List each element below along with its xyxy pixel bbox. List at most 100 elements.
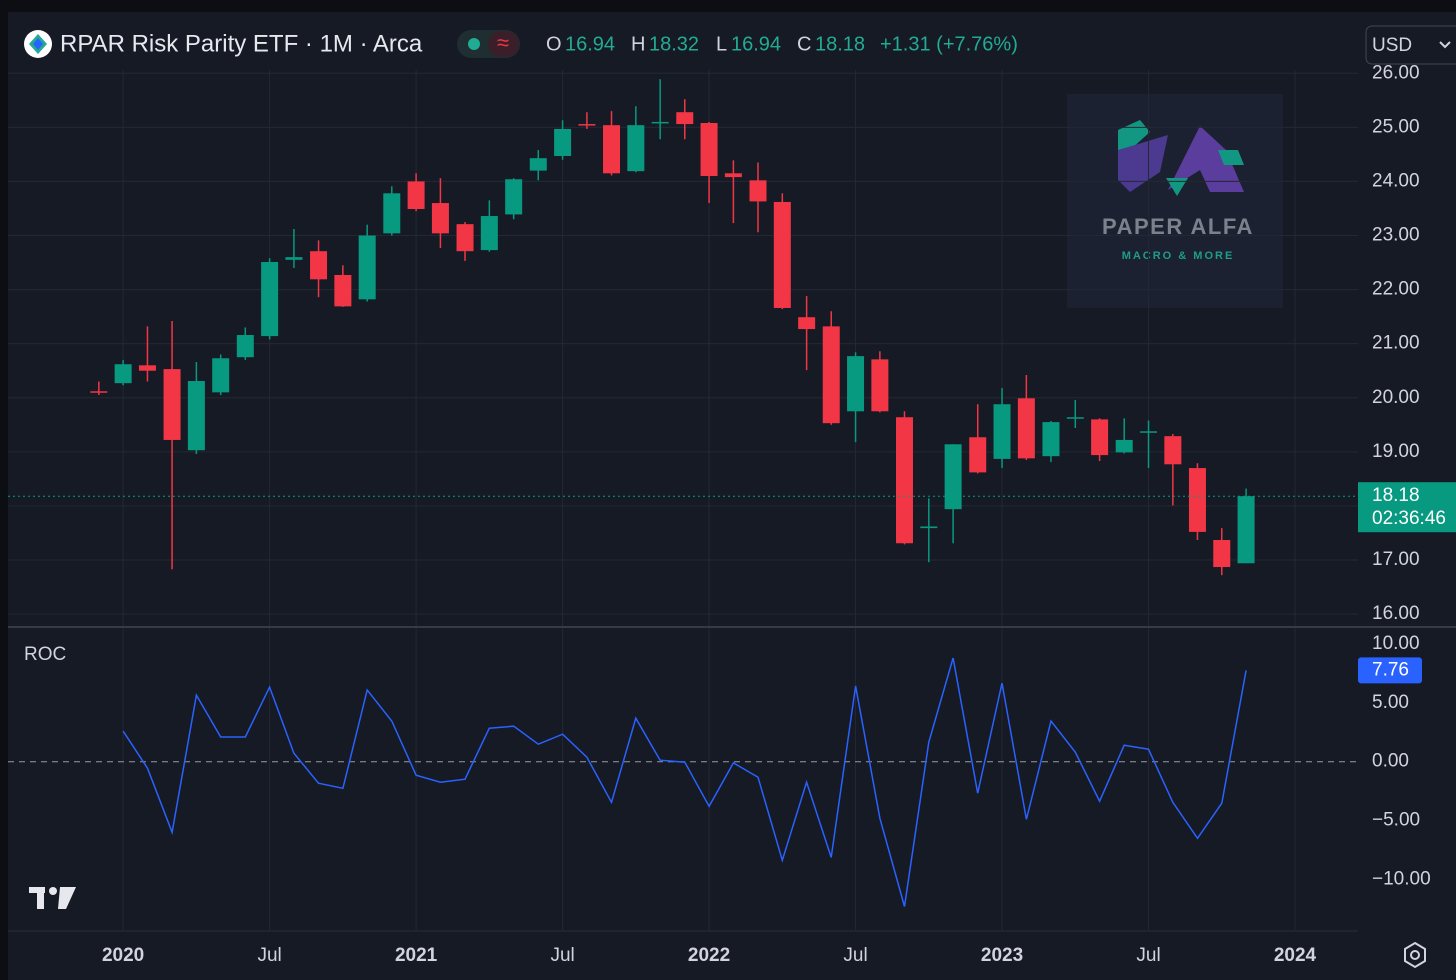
left-border bbox=[0, 0, 8, 980]
candle-body bbox=[1115, 439, 1133, 453]
top-border bbox=[0, 0, 1456, 12]
ohlc-value: 18.32 bbox=[649, 33, 699, 55]
countdown-label: 02:36:46 bbox=[1372, 508, 1446, 529]
candle-body bbox=[1066, 417, 1084, 419]
candle-body bbox=[1213, 540, 1231, 568]
watermark: PAPER ALFA MACRO & MORE bbox=[1067, 94, 1283, 308]
y-tick-label: 10.00 bbox=[1372, 633, 1420, 654]
candle-body bbox=[822, 326, 840, 424]
x-tick-label: Jul bbox=[550, 945, 574, 966]
ohlc-label: C bbox=[797, 33, 811, 55]
candle-body bbox=[798, 317, 816, 330]
candle-body bbox=[700, 123, 718, 177]
candle-body bbox=[871, 359, 889, 412]
candle-body bbox=[993, 404, 1011, 459]
grid bbox=[8, 70, 1358, 930]
candle-body bbox=[358, 235, 376, 300]
candle-body bbox=[1164, 436, 1182, 465]
currency-button[interactable] bbox=[1365, 25, 1456, 65]
x-tick-label: 2022 bbox=[688, 945, 730, 966]
price-label-box bbox=[1358, 482, 1456, 533]
symbol-title: RPAR Risk Parity ETF · 1M · Arca bbox=[60, 30, 423, 57]
x-tick-label: 2024 bbox=[1274, 945, 1317, 966]
indicator-name: ROC bbox=[24, 644, 66, 665]
ohlc-value: 18.18 bbox=[815, 33, 865, 55]
candle-body bbox=[578, 124, 596, 126]
candle-body bbox=[895, 417, 913, 544]
candle-body bbox=[969, 437, 987, 473]
candle-body bbox=[236, 335, 254, 358]
x-tick-label: Jul bbox=[843, 945, 867, 966]
ohlc-value: 16.94 bbox=[731, 33, 781, 55]
gear bbox=[1404, 941, 1426, 969]
candle-body bbox=[627, 125, 645, 172]
candle-body bbox=[724, 173, 742, 178]
candle-body bbox=[407, 181, 425, 209]
candle-body bbox=[383, 193, 401, 234]
candle-body bbox=[1188, 468, 1206, 532]
symbol-icon-inner bbox=[33, 38, 43, 50]
ohlc-label: H bbox=[631, 33, 645, 55]
x-tick-label: 2023 bbox=[981, 945, 1023, 966]
candle-body bbox=[1042, 422, 1060, 457]
gear-center bbox=[1410, 950, 1420, 960]
candle-body bbox=[431, 203, 449, 234]
candle-body bbox=[1140, 431, 1158, 433]
y-tick-label: 19.00 bbox=[1372, 441, 1420, 462]
candle-body bbox=[90, 391, 108, 393]
y-tick-label: 26.00 bbox=[1372, 62, 1420, 83]
x-tick-label: Jul bbox=[1136, 945, 1160, 966]
candle-body bbox=[334, 274, 352, 307]
y-tick-label: 22.00 bbox=[1372, 279, 1420, 300]
candle-body bbox=[505, 179, 523, 215]
candle-body bbox=[310, 251, 328, 280]
ohlc-value: 16.94 bbox=[565, 33, 615, 55]
candle-body bbox=[138, 365, 156, 371]
roc-label: 7.76 bbox=[1372, 659, 1409, 680]
currency-label: USD bbox=[1372, 35, 1412, 56]
candle-body bbox=[749, 180, 767, 202]
candle-body bbox=[651, 121, 669, 124]
currency-chevron bbox=[1439, 41, 1451, 49]
candle-body bbox=[1017, 398, 1035, 459]
y-tick-label: 25.00 bbox=[1372, 116, 1420, 137]
candle-body bbox=[456, 224, 474, 252]
y-tick-label: −5.00 bbox=[1372, 810, 1420, 831]
y-tick-label: 5.00 bbox=[1372, 692, 1409, 713]
candle-body bbox=[187, 380, 205, 451]
candle-body bbox=[603, 125, 621, 174]
x-tick-label: Jul bbox=[257, 945, 281, 966]
y-tick-label: 16.00 bbox=[1372, 603, 1420, 624]
ohlc-change: +1.31 (+7.76%) bbox=[880, 33, 1018, 55]
candle-body bbox=[920, 526, 938, 529]
settings-icon[interactable] bbox=[1404, 941, 1426, 969]
status-dot bbox=[468, 38, 480, 50]
status-wave: ≈ bbox=[497, 30, 509, 55]
ohlc-label: L bbox=[716, 33, 727, 55]
candle-body bbox=[554, 128, 572, 156]
tv-logo bbox=[29, 887, 76, 909]
candle-body bbox=[676, 112, 694, 125]
y-tick-label: 17.00 bbox=[1372, 549, 1420, 570]
candle-body bbox=[1091, 419, 1109, 456]
x-tick-label: 2020 bbox=[102, 945, 144, 966]
watermark-name: PAPER ALFA bbox=[1102, 214, 1254, 239]
y-tick-label: −10.00 bbox=[1372, 868, 1431, 889]
ohlc-label: O bbox=[546, 33, 562, 55]
logo-shape bbox=[1218, 150, 1244, 165]
logo-shape bbox=[1118, 135, 1168, 192]
candle-body bbox=[212, 358, 230, 393]
y-tick-label: 20.00 bbox=[1372, 387, 1420, 408]
candle-body bbox=[529, 158, 547, 171]
candle-body bbox=[847, 356, 865, 412]
y-tick-label: 0.00 bbox=[1372, 751, 1409, 772]
roc-line bbox=[122, 657, 1247, 907]
y-tick-label: 24.00 bbox=[1372, 170, 1420, 191]
logo-shape bbox=[1168, 126, 1244, 192]
logo-part bbox=[37, 887, 44, 909]
candle-body bbox=[261, 262, 279, 337]
status-wave-bg bbox=[488, 31, 519, 57]
y-tick-label: 21.00 bbox=[1372, 333, 1420, 354]
